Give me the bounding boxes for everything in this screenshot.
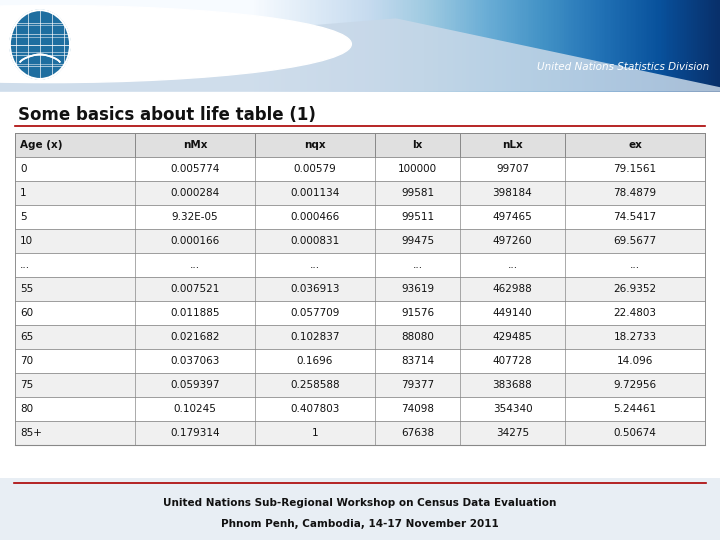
Text: 0.007521: 0.007521 <box>171 284 220 294</box>
Text: 0: 0 <box>20 164 27 174</box>
Text: 67638: 67638 <box>401 428 434 438</box>
Text: ...: ... <box>630 260 640 270</box>
Text: 398184: 398184 <box>492 188 532 198</box>
Text: nMx: nMx <box>183 140 207 150</box>
Text: United Nations Sub-Regional Workshop on Census Data Evaluation: United Nations Sub-Regional Workshop on … <box>163 498 557 508</box>
Text: 0.000466: 0.000466 <box>290 212 340 222</box>
Text: 9.32E-05: 9.32E-05 <box>171 212 218 222</box>
Circle shape <box>0 5 351 83</box>
Text: 0.036913: 0.036913 <box>290 284 340 294</box>
Text: lx: lx <box>413 140 423 150</box>
Text: 0.00579: 0.00579 <box>294 164 336 174</box>
Text: 5.24461: 5.24461 <box>613 404 657 414</box>
Text: 0.059397: 0.059397 <box>170 380 220 390</box>
Text: 9.72956: 9.72956 <box>613 380 657 390</box>
Text: 1: 1 <box>20 188 27 198</box>
Text: ...: ... <box>508 260 518 270</box>
Bar <box>15 133 705 157</box>
Text: 93619: 93619 <box>401 284 434 294</box>
Text: nLx: nLx <box>502 140 523 150</box>
Bar <box>15 301 705 325</box>
Text: 0.10245: 0.10245 <box>174 404 217 414</box>
Text: 74.5417: 74.5417 <box>613 212 657 222</box>
Text: 75: 75 <box>20 380 33 390</box>
Text: 26.9352: 26.9352 <box>613 284 657 294</box>
Text: 79377: 79377 <box>401 380 434 390</box>
Text: 88080: 88080 <box>401 332 434 342</box>
Text: 407728: 407728 <box>492 356 532 366</box>
Bar <box>15 325 705 349</box>
Text: 429485: 429485 <box>492 332 532 342</box>
Text: 1: 1 <box>312 428 318 438</box>
Text: 0.1696: 0.1696 <box>297 356 333 366</box>
Text: 0.005774: 0.005774 <box>171 164 220 174</box>
Text: 99581: 99581 <box>401 188 434 198</box>
Text: 0.000166: 0.000166 <box>171 236 220 246</box>
Text: 60: 60 <box>20 308 33 318</box>
Text: 497260: 497260 <box>492 236 532 246</box>
Text: 14.096: 14.096 <box>617 356 653 366</box>
Text: 354340: 354340 <box>492 404 532 414</box>
Bar <box>15 373 705 397</box>
Text: ...: ... <box>413 260 423 270</box>
Bar <box>15 205 705 229</box>
Text: 0.000284: 0.000284 <box>171 188 220 198</box>
Text: 91576: 91576 <box>401 308 434 318</box>
Text: Some basics about life table (1): Some basics about life table (1) <box>18 106 316 124</box>
Text: 80: 80 <box>20 404 33 414</box>
Text: Age (x): Age (x) <box>20 140 63 150</box>
Text: 0.179314: 0.179314 <box>170 428 220 438</box>
Bar <box>15 349 705 373</box>
Text: 69.5677: 69.5677 <box>613 236 657 246</box>
Text: ex: ex <box>628 140 642 150</box>
Text: 5: 5 <box>20 212 27 222</box>
Text: 65: 65 <box>20 332 33 342</box>
Text: ...: ... <box>310 260 320 270</box>
Text: 55: 55 <box>20 284 33 294</box>
Text: 78.4879: 78.4879 <box>613 188 657 198</box>
Text: 383688: 383688 <box>492 380 532 390</box>
Text: 22.4803: 22.4803 <box>613 308 657 318</box>
Text: ...: ... <box>20 260 30 270</box>
Bar <box>15 157 705 181</box>
Text: 74098: 74098 <box>401 404 434 414</box>
Text: 0.258588: 0.258588 <box>290 380 340 390</box>
Text: 0.057709: 0.057709 <box>290 308 340 318</box>
Text: 0.50674: 0.50674 <box>613 428 657 438</box>
Text: 34275: 34275 <box>496 428 529 438</box>
Text: 0.037063: 0.037063 <box>171 356 220 366</box>
Polygon shape <box>0 18 720 92</box>
Text: 0.407803: 0.407803 <box>290 404 340 414</box>
Text: 100000: 100000 <box>398 164 437 174</box>
Text: United Nations Statistics Division: United Nations Statistics Division <box>537 62 709 72</box>
Text: 0.011885: 0.011885 <box>170 308 220 318</box>
Text: 18.2733: 18.2733 <box>613 332 657 342</box>
Bar <box>15 397 705 421</box>
Text: 0.021682: 0.021682 <box>170 332 220 342</box>
Bar <box>15 277 705 301</box>
Bar <box>15 421 705 445</box>
Text: 99707: 99707 <box>496 164 529 174</box>
Text: Phnom Penh, Cambodia, 14-17 November 2011: Phnom Penh, Cambodia, 14-17 November 201… <box>221 519 499 530</box>
Bar <box>15 253 705 277</box>
Text: 10: 10 <box>20 236 33 246</box>
Text: 497465: 497465 <box>492 212 532 222</box>
Text: 462988: 462988 <box>492 284 532 294</box>
Text: 70: 70 <box>20 356 33 366</box>
Text: 449140: 449140 <box>492 308 532 318</box>
Bar <box>15 181 705 205</box>
Text: 99511: 99511 <box>401 212 434 222</box>
Text: 99475: 99475 <box>401 236 434 246</box>
Text: 0.000831: 0.000831 <box>290 236 340 246</box>
Text: 79.1561: 79.1561 <box>613 164 657 174</box>
Text: 83714: 83714 <box>401 356 434 366</box>
Circle shape <box>10 10 70 79</box>
Text: ...: ... <box>190 260 200 270</box>
Text: 0.102837: 0.102837 <box>290 332 340 342</box>
Text: 0.001134: 0.001134 <box>290 188 340 198</box>
Text: nqx: nqx <box>304 140 326 150</box>
Bar <box>15 229 705 253</box>
Text: 85+: 85+ <box>20 428 42 438</box>
